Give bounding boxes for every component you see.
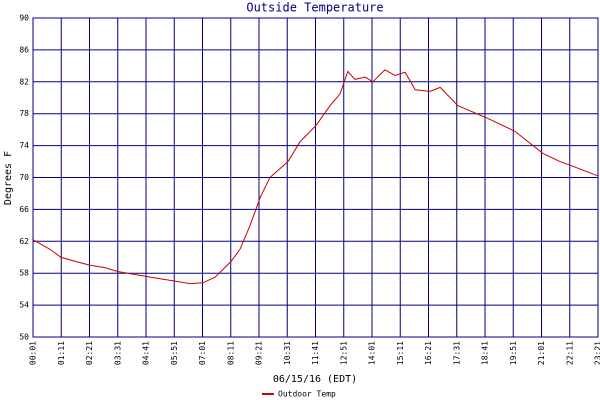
x-tick-label: 08:11 [226,341,235,365]
y-tick-label: 90 [19,14,29,23]
x-tick-label: 09:21 [255,341,264,365]
legend-label: Outdoor Temp [278,390,336,399]
x-tick-label: 16:21 [424,341,433,365]
y-tick-label: 70 [19,173,29,182]
y-tick-label: 74 [19,141,29,150]
x-tick-label: 18:41 [481,341,490,365]
y-tick-label: 58 [19,269,29,278]
x-tick-label: 12:51 [339,341,348,365]
y-tick-label: 62 [19,237,29,246]
x-tick-label: 14:01 [368,341,377,365]
y-tick-label: 78 [19,109,29,118]
x-tick-label: 19:51 [509,341,518,365]
x-tick-label: 07:01 [198,341,207,365]
x-tick-label: 03:31 [113,341,122,365]
x-axis-title: 06/15/16 (EDT) [273,374,357,385]
x-tick-label: 23:21 [594,341,600,365]
x-tick-label: 01:11 [57,341,66,365]
line-series [32,69,599,285]
y-tick-label: 86 [19,45,29,54]
y-tick-label: 66 [19,205,29,214]
y-tick-label: 82 [19,77,29,86]
chart-title: Outside Temperature [246,1,383,15]
y-tick-label: 50 [19,333,29,342]
x-tick-label: 17:31 [452,341,461,365]
x-tick-label: 10:31 [283,341,292,365]
y-axis-title: Degrees F [3,151,14,205]
x-tick-label: 02:21 [85,341,94,365]
x-tick-label: 22:11 [565,341,574,365]
x-tick-label: 21:01 [537,341,546,365]
y-tick-label: 54 [19,301,29,310]
x-tick-label: 05:51 [170,341,179,365]
x-tick-label: 00:01 [29,341,38,365]
x-tick-label: 15:11 [396,341,405,365]
x-tick-label: 11:41 [311,341,320,365]
x-tick-label: 04:41 [142,341,151,365]
